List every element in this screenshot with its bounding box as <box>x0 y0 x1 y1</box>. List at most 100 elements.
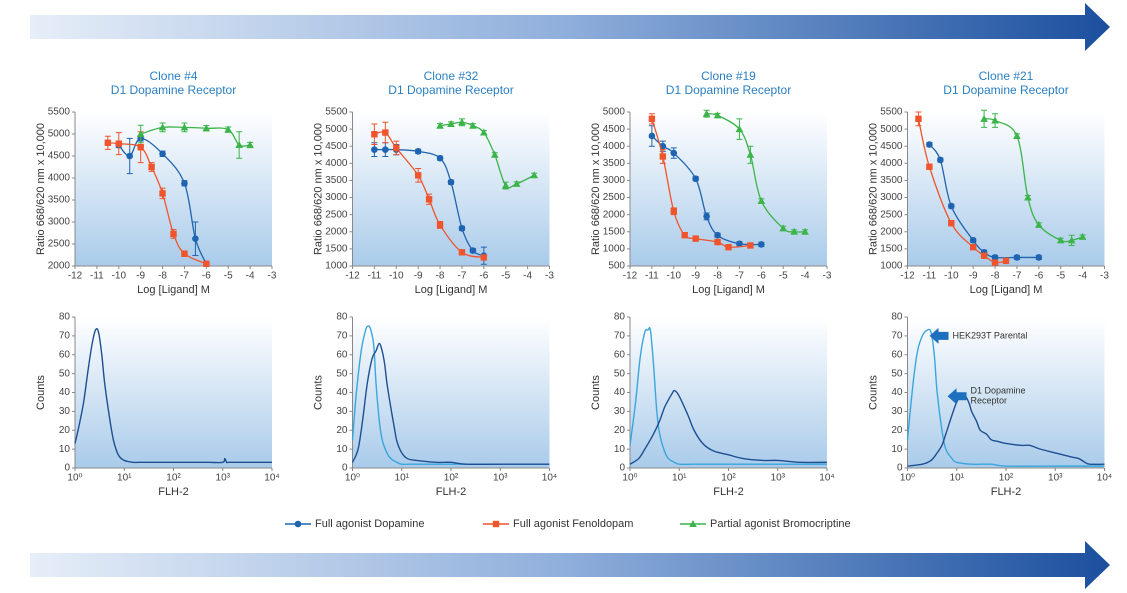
y-axis-label: Counts <box>312 375 324 410</box>
x-axis-label: FLH-2 <box>436 486 467 498</box>
y-axis-label: Counts <box>590 375 602 410</box>
y-tick-label: 40 <box>891 387 903 398</box>
y-tick-label: 2500 <box>880 209 903 220</box>
point <box>148 163 155 171</box>
point <box>790 227 798 235</box>
y-tick-label: 5500 <box>325 107 348 118</box>
y-axis-label: Ratio 668/620 nm x 10,000 <box>867 123 879 255</box>
point <box>746 150 755 158</box>
series-line <box>907 394 1105 467</box>
point <box>980 252 988 259</box>
point <box>382 146 389 153</box>
y-tick-label: 10 <box>59 444 71 455</box>
y-tick-label: 5000 <box>603 107 626 118</box>
x-tick-label: -8 <box>158 271 167 282</box>
y-tick-label: 0 <box>619 463 625 474</box>
y-tick-label: 1000 <box>880 261 903 272</box>
point <box>371 131 378 138</box>
point <box>414 148 422 155</box>
x-tick-label: -6 <box>202 271 211 282</box>
x-tick-label: 10⁰ <box>622 473 637 484</box>
y-tick-label: 2500 <box>48 239 71 250</box>
x-tick-label: -4 <box>801 271 810 282</box>
plot-area <box>352 317 550 468</box>
point <box>294 520 302 528</box>
point <box>991 259 999 266</box>
point <box>713 111 722 119</box>
point <box>501 181 510 189</box>
y-tick-label: 2000 <box>48 261 71 272</box>
point <box>714 231 721 239</box>
point <box>170 230 177 238</box>
point <box>758 241 765 248</box>
x-axis-label: Log [Ligand] M <box>137 284 210 296</box>
y-tick-label: 20 <box>891 425 903 436</box>
y-axis-label: Ratio 668/620 nm x 10,000 <box>590 123 602 255</box>
point <box>1078 232 1087 240</box>
point <box>447 119 455 127</box>
y-tick-label: 0 <box>342 463 348 474</box>
y-tick-label: 30 <box>614 406 626 417</box>
point <box>980 114 988 122</box>
x-tick-label: 10⁰ <box>900 473 915 484</box>
annotation-arrow <box>929 327 949 344</box>
x-tick-label: 10¹ <box>395 473 410 484</box>
x-tick-label: -9 <box>136 271 145 282</box>
y-tick-label: 50 <box>614 368 626 379</box>
point <box>382 129 389 136</box>
y-tick-label: 3500 <box>603 158 626 169</box>
y-tick-label: 4500 <box>48 151 71 162</box>
point <box>159 150 166 158</box>
y-tick-label: 60 <box>614 349 626 360</box>
chart-subtitle: D1 Dopamine Receptor <box>388 83 513 97</box>
y-tick-label: 4000 <box>48 173 71 184</box>
y-tick-label: 2000 <box>603 209 626 220</box>
point <box>670 149 678 157</box>
point <box>681 232 688 239</box>
x-tick-label: -7 <box>457 271 466 282</box>
point <box>246 141 254 148</box>
point <box>202 124 211 132</box>
x-tick-label: -10 <box>667 271 682 282</box>
y-tick-label: 30 <box>59 406 71 417</box>
point <box>1067 236 1076 244</box>
chart-title: Clone #32 <box>424 69 479 83</box>
y-tick-label: 80 <box>614 312 626 323</box>
point <box>1035 254 1043 261</box>
y-tick-label: 4500 <box>880 141 903 152</box>
top-arrow <box>30 3 1110 51</box>
point <box>757 196 766 204</box>
point <box>1024 193 1032 201</box>
point <box>192 235 199 243</box>
x-tick-label: -11 <box>645 271 659 282</box>
x-axis-label: Log [Ligand] M <box>692 284 765 296</box>
x-tick-label: -11 <box>923 271 937 282</box>
plot-area <box>352 112 550 266</box>
x-axis-label: FLH-2 <box>713 486 744 498</box>
plot-area <box>75 112 272 266</box>
point <box>969 237 977 244</box>
y-tick-label: 50 <box>891 368 903 379</box>
y-tick-label: 80 <box>891 312 903 323</box>
point <box>158 123 167 131</box>
y-tick-label: 40 <box>336 387 348 398</box>
y-tick-label: 5000 <box>880 124 903 135</box>
point <box>530 171 538 179</box>
x-tick-label: 10³ <box>1048 473 1063 484</box>
x-tick-label: 10¹ <box>950 473 965 484</box>
point <box>1013 131 1021 139</box>
y-tick-label: 1500 <box>880 244 903 255</box>
point <box>991 116 999 124</box>
x-tick-label: -3 <box>823 271 832 282</box>
plot-area <box>630 317 827 468</box>
legend-label: Full agonist Fenoldopam <box>513 518 633 530</box>
y-tick-label: 4000 <box>603 141 626 152</box>
point <box>735 125 744 133</box>
point <box>512 179 521 187</box>
y-tick-label: 30 <box>891 406 903 417</box>
point <box>689 520 697 527</box>
x-tick-label: -3 <box>545 271 554 282</box>
point <box>490 150 499 158</box>
point <box>469 121 477 129</box>
